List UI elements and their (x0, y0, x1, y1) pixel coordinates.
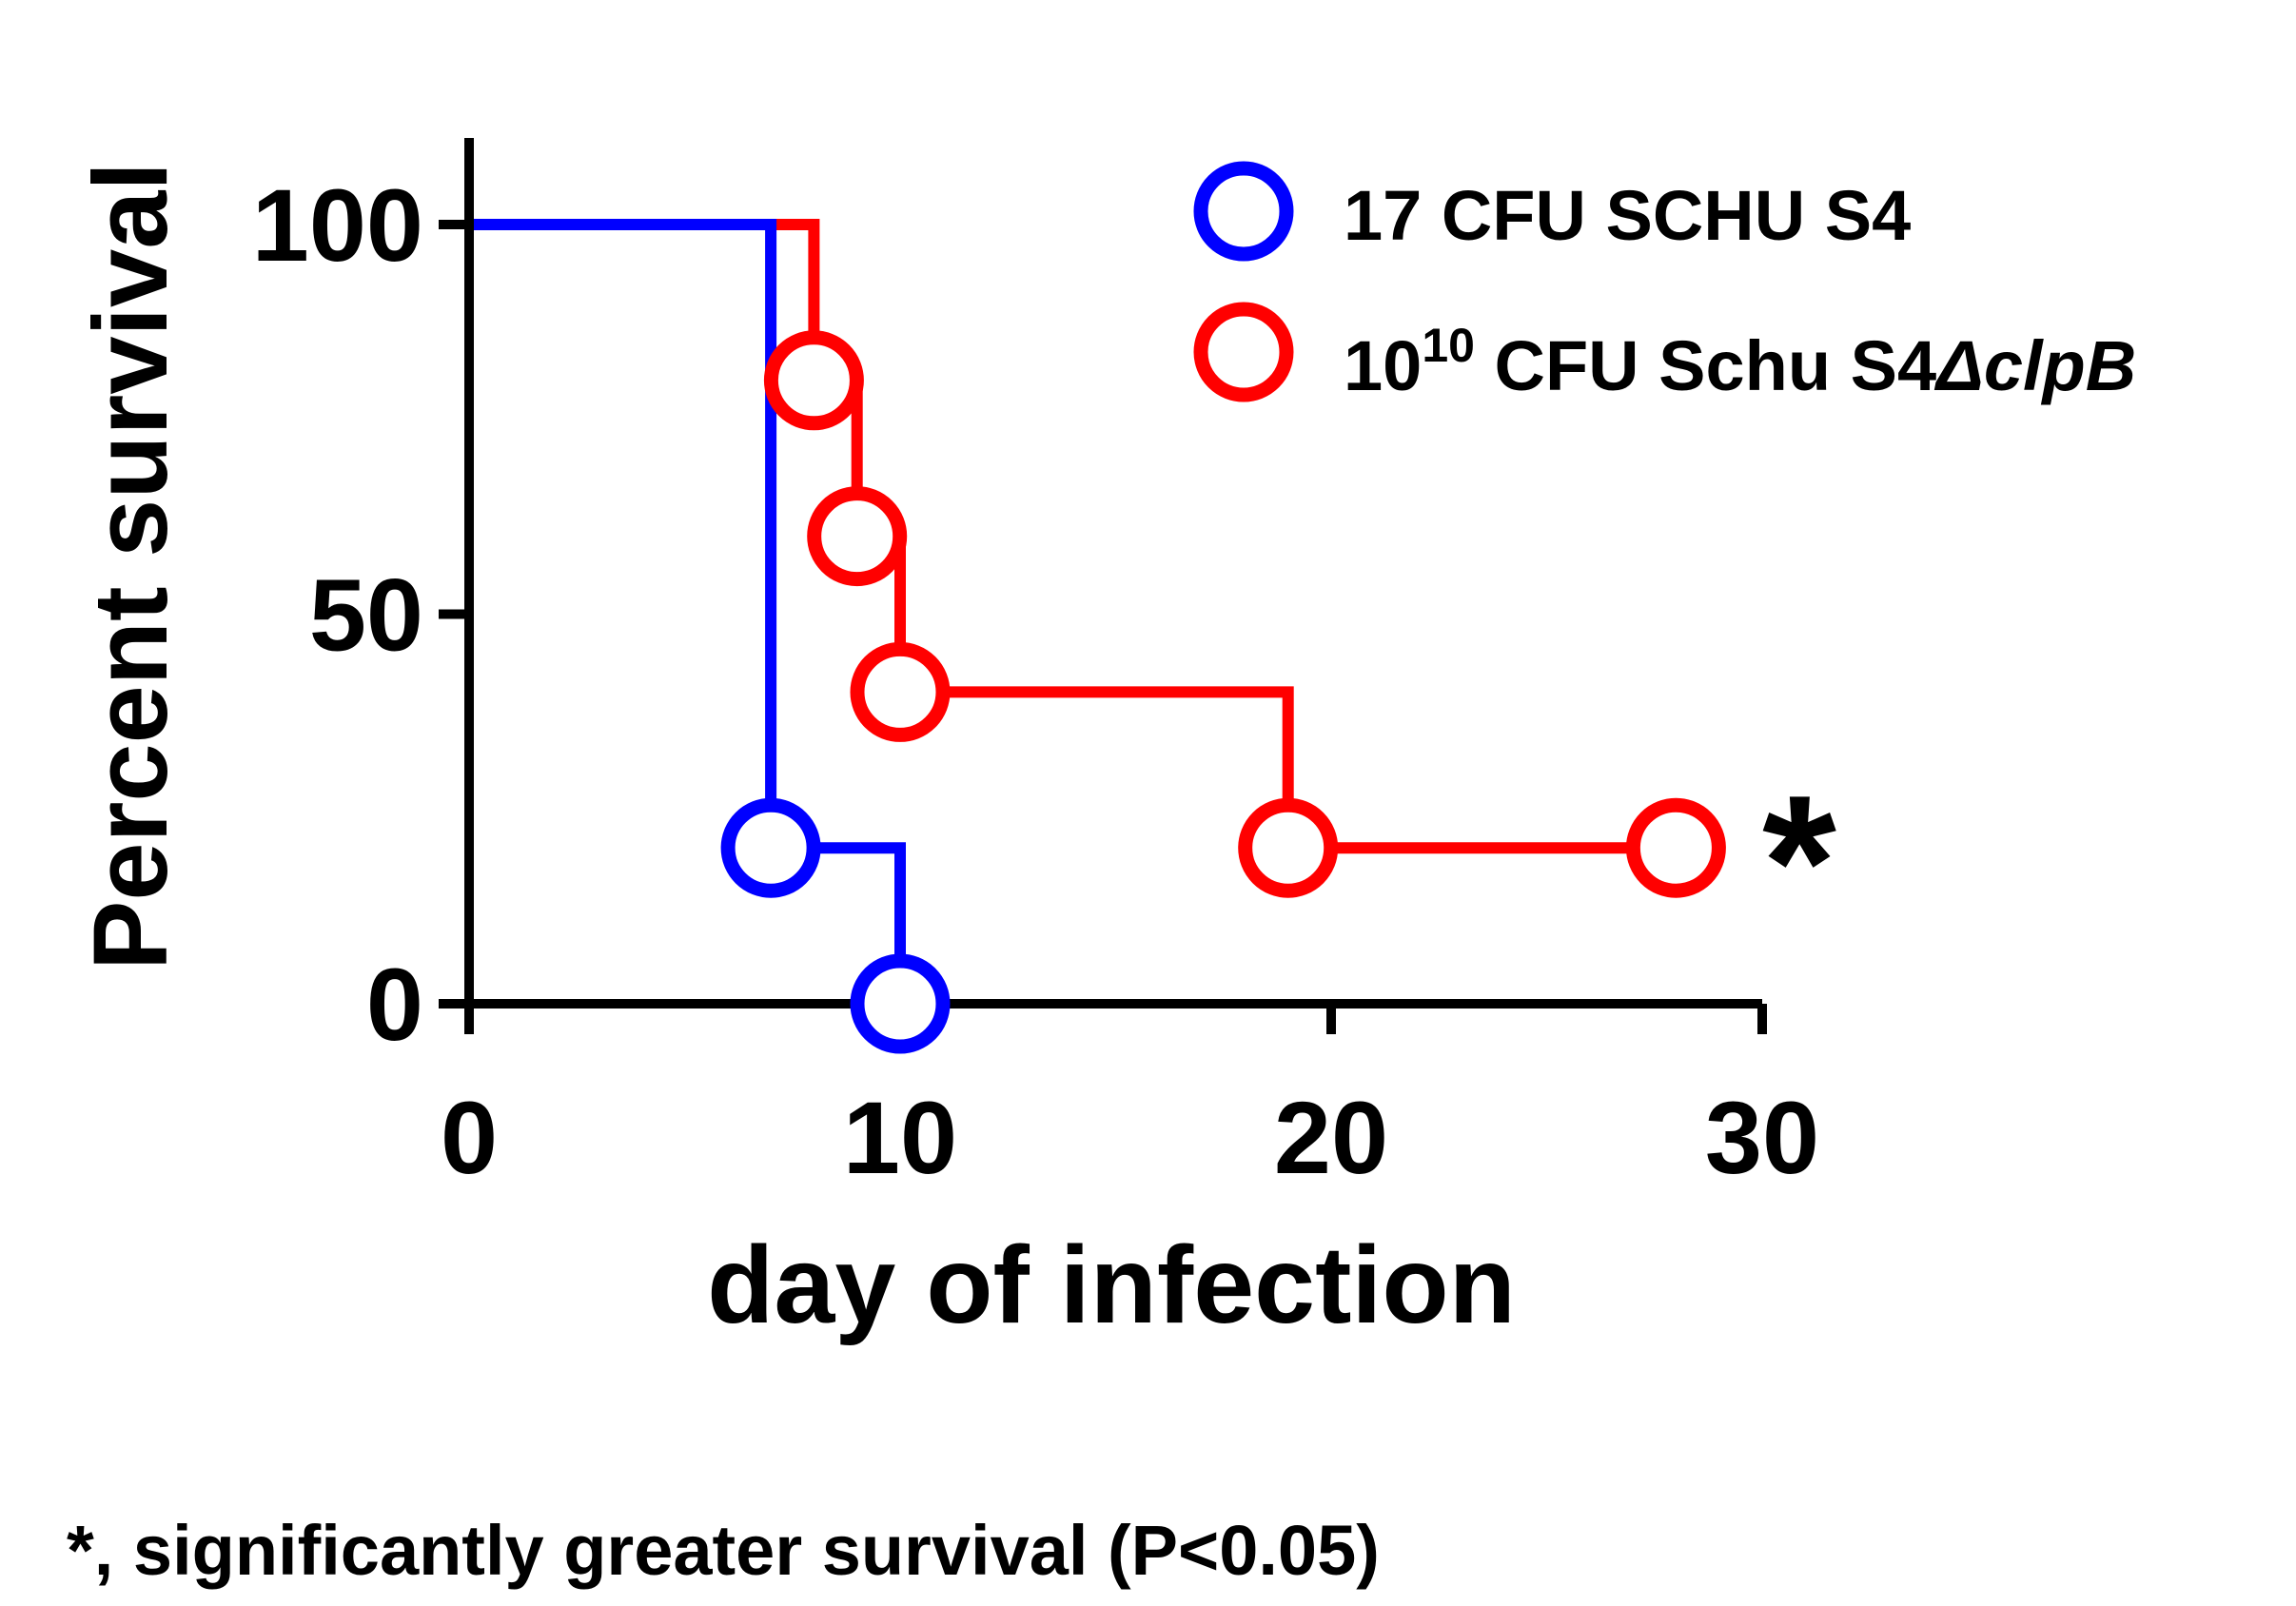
legend-label-clpb-rest: CFU Schu S4 (1475, 326, 1936, 405)
data-point-clpb (1625, 797, 1726, 898)
legend-marker-red (1193, 302, 1294, 402)
legend-marker-blue (1193, 161, 1294, 262)
legend: 17 CFU SCHU S4 1010 CFU Schu S4ΔclpB (1193, 161, 2136, 405)
legend-label-clpb-base: 10 (1344, 326, 1422, 405)
data-point-schu-s4 (850, 953, 951, 1054)
significance-star: * (1762, 756, 1836, 969)
series-line-clpb (469, 219, 1677, 854)
markers-layer (720, 330, 1726, 1054)
x-tick-label: 20 (1274, 1080, 1388, 1195)
legend-label-clpb: 1010 CFU Schu S4ΔclpB (1344, 319, 2136, 405)
y-tick-label: 50 (309, 558, 423, 673)
ticks: 0 10 20 30 0 50 100 (252, 167, 1819, 1195)
y-tick-label: 0 (366, 947, 423, 1062)
data-point-clpb (850, 641, 951, 742)
data-point-clpb (807, 486, 908, 587)
axes (464, 138, 1762, 1009)
data-point-clpb (763, 330, 864, 431)
data-point-schu-s4 (720, 797, 821, 898)
x-tick-label: 0 (441, 1080, 498, 1195)
x-axis-title: day of infection (707, 1224, 1516, 1346)
legend-label-clpb-italic: ΔclpB (1933, 326, 2136, 405)
x-tick-label: 10 (843, 1080, 957, 1195)
y-axis-title: Percent survival (72, 162, 189, 970)
x-tick-label: 30 (1705, 1080, 1819, 1195)
footnote: *, significantly greater survival (P<0.0… (67, 1511, 1380, 1590)
y-tick-label: 100 (252, 167, 423, 283)
legend-label-clpb-sup: 10 (1422, 319, 1475, 372)
data-point-clpb (1238, 797, 1339, 898)
legend-label-schu-s4: 17 CFU SCHU S4 (1344, 176, 1911, 255)
